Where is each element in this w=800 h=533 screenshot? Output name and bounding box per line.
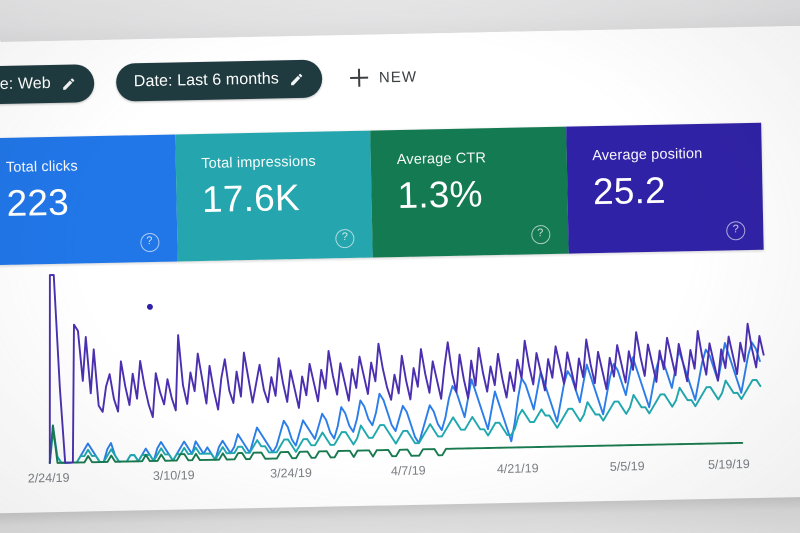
metric-card-label: Average position — [592, 145, 703, 165]
filter-chip-date[interactable]: Date: Last 6 months — [115, 59, 323, 102]
metric-card-total-impressions[interactable]: Total impressions 17.6K ? — [174, 130, 373, 262]
help-icon[interactable]: ? — [139, 232, 160, 253]
metric-card-value: 25.2 — [592, 169, 667, 213]
chart-x-tick-label: 3/24/19 — [270, 465, 313, 481]
pencil-icon[interactable] — [289, 71, 304, 86]
metric-card-average-position[interactable]: Average position 25.2 ? — [565, 122, 764, 254]
filter-bar: type: Web Date: Last 6 months NEW — [0, 25, 800, 129]
chart-x-tick-label: 2/24/19 — [27, 470, 70, 486]
plus-icon — [350, 69, 368, 87]
chart-x-tick-label: 3/10/19 — [152, 468, 195, 483]
help-icon[interactable]: ? — [335, 228, 355, 249]
new-filter-button[interactable]: NEW — [350, 68, 418, 87]
pencil-icon[interactable] — [61, 76, 76, 91]
chart-x-tick-label: 5/19/19 — [707, 457, 750, 472]
help-icon[interactable]: ? — [530, 224, 551, 245]
metric-card-value: 17.6K — [201, 177, 301, 220]
search-console-screen: type: Web Date: Last 6 months NEW Total … — [0, 25, 800, 515]
metric-card-label: Total clicks — [5, 158, 78, 176]
chart-plot-area[interactable] — [0, 253, 768, 469]
chart-series-line — [48, 274, 765, 465]
new-filter-button-label: NEW — [378, 68, 418, 86]
metric-cards: Total clicks 223 ? Total impressions 17.… — [0, 122, 764, 266]
metric-card-value: 223 — [6, 181, 70, 224]
filter-chip-search-type-label: type: Web — [0, 74, 52, 94]
filter-chip-search-type[interactable]: type: Web — [0, 64, 95, 106]
performance-chart: 2/24/19 3/10/19 3/24/19 4/7/19 4/21/19 5/5/19… — [0, 252, 769, 507]
metric-card-value: 1.3% — [397, 173, 484, 217]
metric-card-average-ctr[interactable]: Average CTR 1.3% ? — [370, 126, 569, 258]
metric-card-total-clicks[interactable]: Total clicks 223 ? — [0, 134, 178, 266]
chart-x-tick-label: 4/7/19 — [390, 463, 426, 479]
metric-card-label: Total impressions — [201, 153, 317, 172]
chart-x-tick-label: 4/21/19 — [496, 461, 539, 477]
chart-x-tick-label: 5/5/19 — [609, 459, 645, 474]
help-icon[interactable]: ? — [726, 221, 746, 241]
chart-data-point-marker — [146, 303, 153, 310]
filter-chip-date-label: Date: Last 6 months — [133, 70, 280, 91]
metric-card-label: Average CTR — [396, 150, 487, 169]
